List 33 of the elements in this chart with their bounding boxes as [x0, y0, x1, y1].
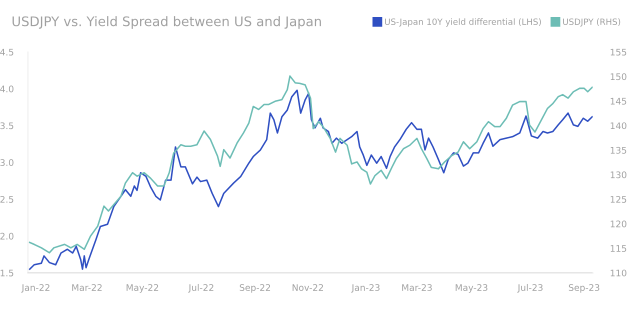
x-tick-label: Mar-23: [402, 284, 432, 291]
y2-tick-label: 110: [610, 270, 626, 276]
x-tick-label: Jul-22: [188, 284, 214, 293]
x-tick-label: May-23: [456, 284, 488, 293]
y-tick-label: 4.0: [0, 86, 14, 92]
y-tick-label: 2.0: [0, 232, 14, 240]
x-tick-label: Nov-22: [292, 284, 323, 291]
y2-tick-label: 130: [610, 171, 626, 178]
x-tick-label: Sep-22: [240, 284, 270, 293]
y-tick-label: 2.5: [0, 196, 14, 203]
y2-tick-label: 120: [610, 220, 626, 228]
line-series: [28, 90, 593, 270]
chart-title: USDJPY vs. Yield Spread between US and Japan: [12, 16, 321, 29]
x-tick-label: Jul-23: [517, 284, 543, 293]
y-tick-label: 1.5: [0, 270, 14, 276]
y2-tick-label: 140: [610, 122, 626, 130]
y2-tick-label: 115: [610, 245, 626, 252]
y-tick-label: 3.0: [0, 159, 14, 166]
x-tick-label: Jan-22: [21, 284, 50, 293]
x-tick-label: Sep-23: [568, 284, 600, 293]
y2-tick-label: 145: [610, 98, 626, 105]
legend-label: USDJPY (RHS): [563, 18, 620, 27]
x-tick-label: May-22: [126, 284, 158, 293]
y2-tick-label: 125: [610, 196, 626, 203]
y2-tick-label: 135: [610, 146, 626, 154]
y2-tick-label: 150: [610, 73, 626, 80]
y-tick-label: 3.5: [0, 122, 14, 130]
x-tick-label: Jan-23: [351, 284, 380, 293]
x-tick-label: Mar-22: [72, 284, 102, 291]
line-series: [28, 75, 593, 254]
legend-label: US-Japan 10Y yield differential (LHS): [384, 18, 541, 27]
y2-tick-label: 155: [610, 48, 626, 56]
y-tick-label: 4.5: [0, 48, 14, 56]
